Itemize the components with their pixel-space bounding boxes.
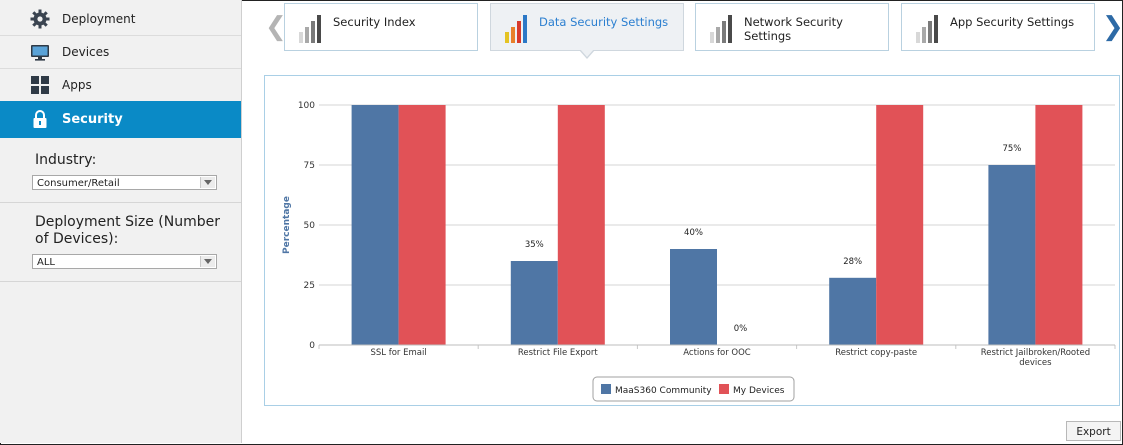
bar-community (510, 261, 558, 345)
y-axis-title: Percentage (282, 196, 292, 254)
x-tick-label: Restrict Jailbroken/Rooted (981, 348, 1090, 358)
industry-select[interactable]: Consumer/Retail (32, 175, 217, 190)
sidebar-item-security[interactable]: Security (0, 101, 241, 138)
tab-app-security-settings[interactable]: App Security Settings (901, 3, 1095, 51)
x-tick-label: devices (1019, 358, 1052, 368)
bar-community (351, 105, 399, 345)
legend-label: My Devices (733, 386, 785, 396)
tab-data-security-settings[interactable]: Data Security Settings (490, 3, 684, 51)
bar-community (670, 249, 717, 345)
y-tick-label: 100 (298, 101, 315, 111)
tab-label: Data Security Settings (539, 15, 669, 29)
carousel-prev-arrow[interactable]: ❮ (265, 12, 287, 42)
deployment-size-label: Deployment Size (Number of Devices): (35, 214, 220, 248)
y-tick-label: 0 (309, 341, 315, 351)
y-tick-label: 75 (304, 161, 315, 171)
x-tick-label: Restrict copy-paste (835, 348, 917, 358)
sidebar-item-label: Deployment (62, 12, 136, 26)
sidebar-item-apps[interactable]: Apps (0, 69, 241, 102)
bar-my-devices (557, 105, 605, 345)
bar-chart-icon (299, 15, 321, 43)
data-label: 28% (843, 257, 862, 267)
bar-community (829, 277, 877, 345)
bar-community (988, 165, 1036, 345)
chevron-down-icon (200, 256, 215, 267)
legend-box (592, 376, 795, 402)
sidebar-item-devices[interactable]: Devices (0, 36, 241, 69)
tab-label: App Security Settings (950, 15, 1075, 29)
sidebar-item-deployment[interactable]: Deployment (0, 3, 241, 36)
y-tick-label: 25 (304, 281, 315, 291)
sidebar-item-label: Security (62, 112, 123, 127)
sidebar-item-label: Apps (62, 78, 92, 92)
deployment-size-label-line1: Deployment Size (Number (35, 214, 220, 230)
tab-security-index[interactable]: Security Index (284, 3, 478, 51)
legend-label: MaaS360 Community (615, 386, 712, 396)
legend-swatch-my-devices (719, 384, 729, 394)
chevron-down-icon (200, 177, 215, 188)
sidebar-item-label: Devices (62, 45, 110, 59)
y-tick-label: 50 (304, 221, 316, 231)
chart-panel: 0 25 50 75 100 Percentage SSL for Email 35% Rest… (264, 75, 1120, 406)
bar-my-devices (1035, 105, 1083, 345)
gear-icon (30, 9, 50, 29)
data-label: 40% (684, 228, 703, 238)
bar-chart: 0 25 50 75 100 Percentage SSL for Email 35% Rest… (282, 101, 1116, 402)
bar-my-devices (398, 105, 446, 345)
color-bar-chart-icon (505, 15, 527, 43)
carousel-next-arrow[interactable]: ❯ (1102, 12, 1123, 42)
industry-select-value: Consumer/Retail (37, 178, 120, 189)
deployment-size-label-line2: of Devices): (35, 231, 119, 247)
deployment-size-select-value: ALL (37, 257, 55, 268)
deployment-size-select[interactable]: ALL (32, 254, 217, 269)
data-label: 75% (1002, 144, 1021, 154)
tab-label: Network Security Settings (744, 15, 843, 43)
sidebar-divider (0, 281, 241, 282)
industry-label: Industry: (35, 152, 97, 168)
data-label: 0% (734, 324, 748, 334)
tab-network-security-settings[interactable]: Network Security Settings (695, 3, 889, 51)
active-tab-pointer (579, 49, 595, 59)
sidebar-divider (0, 202, 241, 203)
lock-icon (33, 110, 47, 128)
x-tick-label: SSL for Email (370, 348, 426, 358)
tab-label: Security Index (333, 15, 416, 29)
sidebar: Deployment Devices Apps Security Industr… (0, 0, 242, 443)
legend-swatch-community (601, 384, 611, 394)
apps-grid-icon (31, 76, 49, 94)
x-tick-label: Actions for OOC (683, 348, 751, 358)
bar-chart-icon (710, 15, 732, 43)
x-tick-label: Restrict File Export (518, 348, 598, 358)
bar-chart-icon (916, 15, 938, 43)
bar-my-devices (876, 105, 924, 345)
data-label: 35% (525, 240, 544, 250)
export-button[interactable]: Export (1066, 421, 1121, 441)
monitor-icon (31, 45, 49, 61)
